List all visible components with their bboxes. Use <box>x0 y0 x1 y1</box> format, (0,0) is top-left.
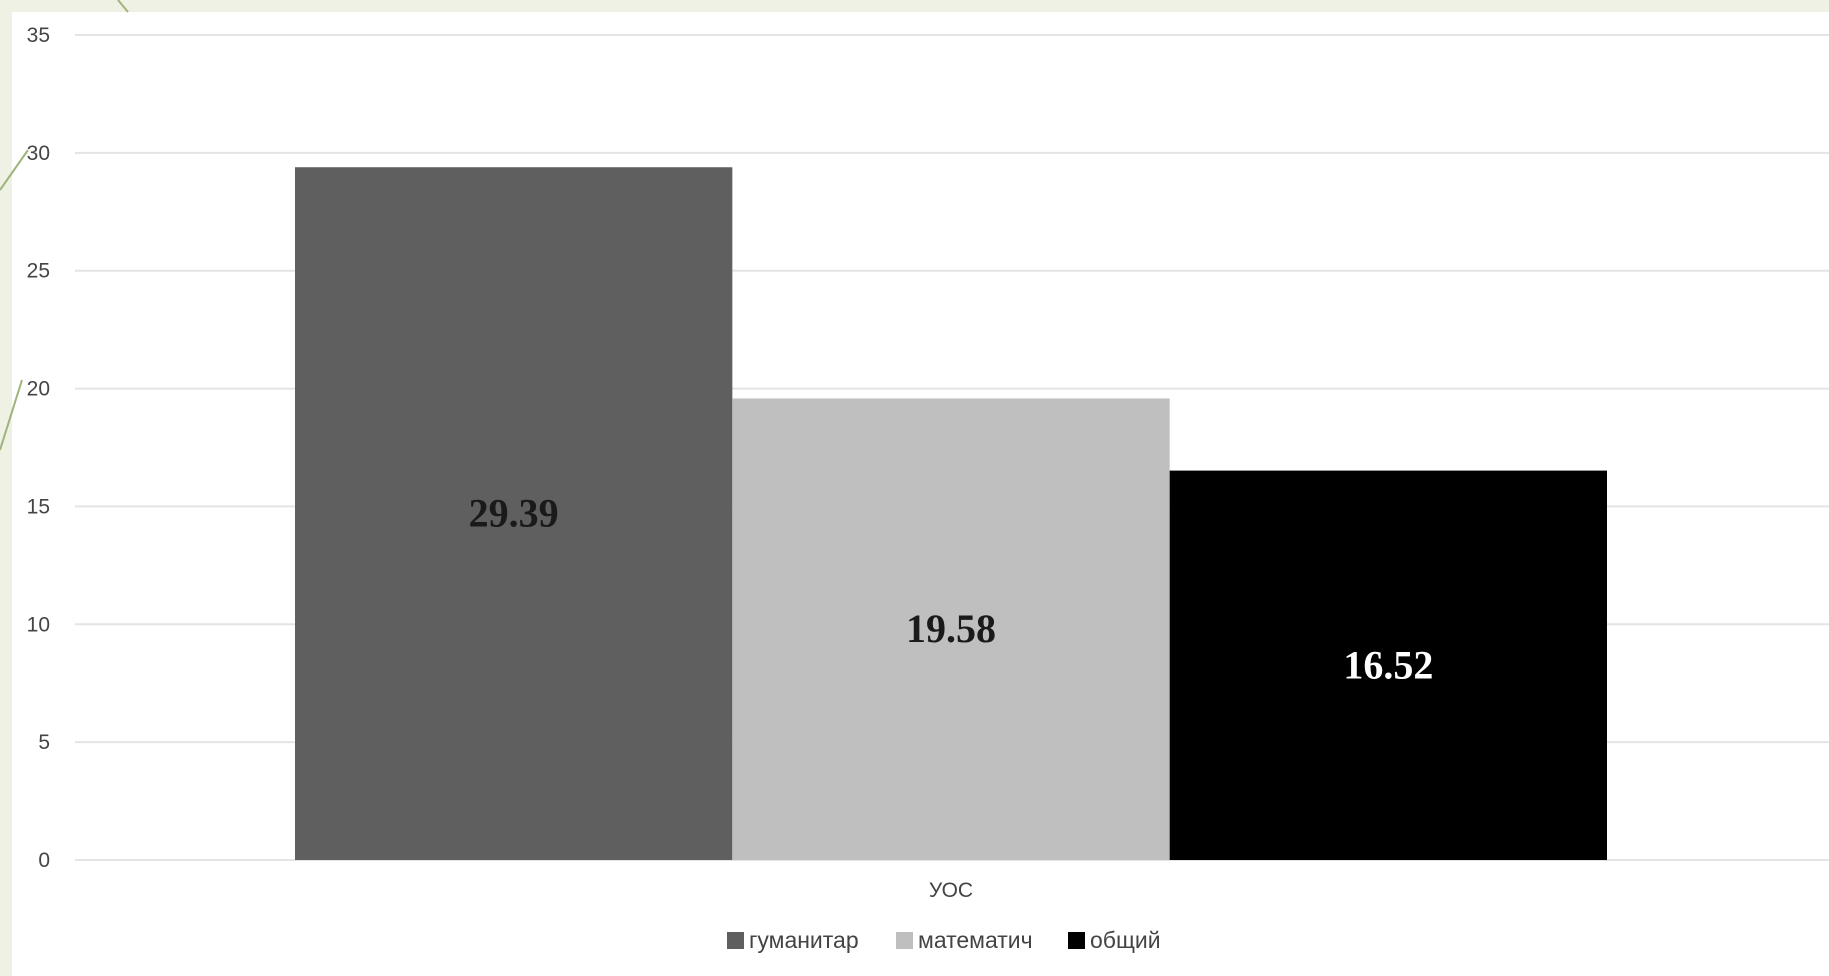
data-labels: 29.39 19.58 16.52 <box>469 491 1434 688</box>
legend-swatch <box>1068 932 1085 949</box>
bar-гуманитар <box>295 167 733 860</box>
legend-label: математич <box>918 927 1033 953</box>
legend-item-общий: общий <box>1068 927 1161 953</box>
y-tick-label: 25 <box>27 260 50 283</box>
y-tick-label: 35 <box>27 24 50 47</box>
y-tick-label: 0 <box>38 849 50 872</box>
legend-label: гуманитар <box>749 927 859 953</box>
y-axis-ticks: 0 5 10 15 20 25 30 35 <box>27 24 50 872</box>
legend-item-гуманитар: гуманитар <box>727 927 859 953</box>
legend-swatch <box>896 932 913 949</box>
bars <box>295 167 1607 860</box>
y-tick-label: 20 <box>27 378 50 401</box>
y-tick-label: 15 <box>27 495 50 518</box>
x-tick-label: УОС <box>929 879 973 902</box>
data-label: 16.52 <box>1343 642 1433 687</box>
data-label: 19.58 <box>906 606 996 651</box>
data-label: 29.39 <box>469 491 559 536</box>
x-axis-ticks: УОС <box>929 879 973 902</box>
y-tick-label: 5 <box>38 731 50 754</box>
legend-item-математич: математич <box>896 927 1033 953</box>
bar-общий <box>1169 470 1607 860</box>
legend-label: общий <box>1090 927 1161 953</box>
legend-swatch <box>727 932 744 949</box>
bar-математич <box>732 398 1170 860</box>
legend: гуманитар математич общий <box>727 927 1161 953</box>
y-tick-label: 10 <box>27 613 50 636</box>
y-tick-label: 30 <box>27 142 50 165</box>
